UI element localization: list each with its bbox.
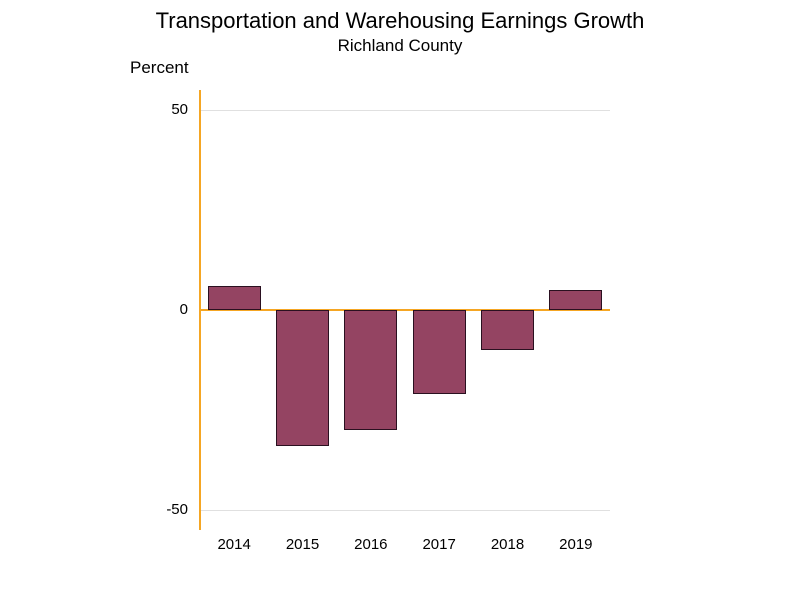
bar: [276, 310, 329, 446]
x-tick-label: 2015: [269, 536, 337, 553]
x-tick-label: 2018: [474, 536, 542, 553]
gridline: [200, 110, 610, 111]
x-tick-label: 2014: [200, 536, 268, 553]
y-axis-label: Percent: [130, 58, 189, 78]
y-tick-label: 0: [138, 301, 188, 318]
chart-subtitle: Richland County: [0, 36, 800, 56]
bar: [549, 290, 602, 310]
x-tick-label: 2019: [542, 536, 610, 553]
y-tick-label: 50: [138, 101, 188, 118]
chart-title: Transportation and Warehousing Earnings …: [0, 8, 800, 34]
bar: [208, 286, 261, 310]
bar: [481, 310, 534, 350]
gridline: [200, 510, 610, 511]
chart-container: Transportation and Warehousing Earnings …: [0, 0, 800, 600]
bar: [344, 310, 397, 430]
y-tick-label: -50: [138, 501, 188, 518]
x-tick-label: 2017: [405, 536, 473, 553]
plot-area: [200, 90, 610, 530]
x-tick-label: 2016: [337, 536, 405, 553]
bar: [413, 310, 466, 394]
